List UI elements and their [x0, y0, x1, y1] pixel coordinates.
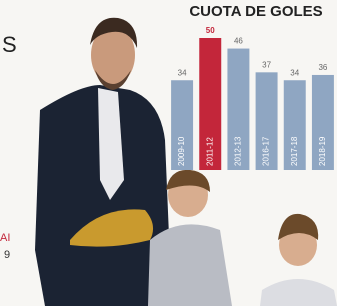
value-label: 34	[290, 68, 299, 77]
category-label: 2012-13	[234, 136, 243, 166]
value-label: 50	[206, 26, 215, 35]
category-label: 2017-18	[290, 136, 299, 166]
value-label: 34	[178, 68, 187, 77]
child-shirt	[148, 224, 232, 306]
clipping: S AI 9 CUOTA DE GOLES 34 2009-10 50 2011-12…	[0, 0, 337, 306]
category-label: 2009-10	[177, 136, 186, 166]
value-label: 46	[234, 37, 243, 46]
chart-title: CUOTA DE GOLES	[189, 3, 322, 20]
value-label: 37	[262, 60, 271, 69]
category-label: 2016-17	[262, 136, 271, 166]
text-fragment: AI	[0, 232, 10, 244]
text-fragment: S	[2, 32, 17, 57]
text-fragment: 9	[4, 249, 10, 261]
category-label: 2011-12	[205, 137, 214, 166]
category-label: 2018-19	[318, 136, 327, 166]
value-label: 36	[318, 63, 327, 72]
